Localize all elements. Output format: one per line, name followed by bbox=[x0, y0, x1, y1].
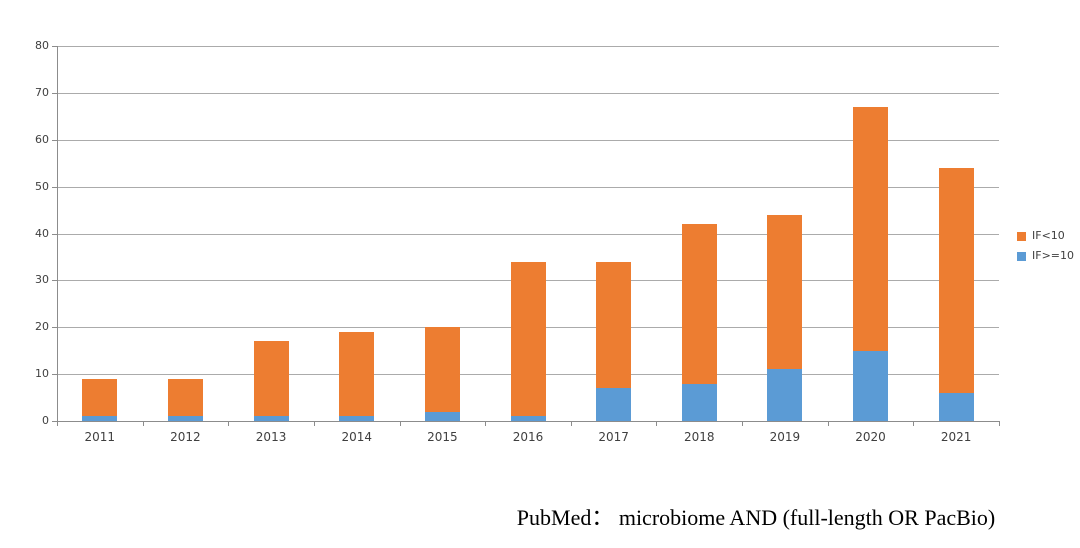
legend-label: IF<10 bbox=[1032, 229, 1065, 242]
x-axis-label: 2013 bbox=[255, 430, 287, 444]
x-axis-label: 2016 bbox=[512, 430, 544, 444]
bar-segment-if-lt-10 bbox=[253, 341, 289, 417]
bar-segment-if-lt-10 bbox=[424, 327, 460, 412]
y-axis-tick bbox=[52, 374, 57, 376]
y-axis-tick bbox=[52, 421, 57, 422]
legend-item: IF<10 bbox=[1017, 226, 1074, 246]
stacked-bar-chart: 0 10 20 30 40 50 60 70 80 2011 2012 2013 2014 2015 201… bbox=[35, 39, 1074, 444]
x-axis-tick bbox=[485, 421, 487, 426]
x-axis-label: 2020 bbox=[855, 430, 886, 444]
y-axis-tick bbox=[52, 186, 57, 188]
y-axis-label: 40 bbox=[35, 226, 49, 240]
x-axis-tick bbox=[742, 421, 744, 426]
bar-segment-if-ge-10 bbox=[167, 416, 203, 421]
x-axis-line bbox=[57, 421, 999, 422]
chart-caption: PubMed： microbiome AND (full-length OR P… bbox=[516, 505, 996, 530]
y-axis-tick bbox=[52, 139, 57, 141]
bar-segment-if-ge-10 bbox=[853, 350, 889, 421]
y-axis-label: 10 bbox=[35, 367, 49, 381]
y-axis-label: 70 bbox=[35, 85, 49, 99]
x-axis-tick bbox=[570, 421, 572, 426]
gridline bbox=[57, 186, 999, 188]
legend-item: IF>=10 bbox=[1017, 246, 1074, 266]
y-axis-tick bbox=[52, 46, 57, 47]
gridline bbox=[57, 92, 999, 94]
bar-segment-if-ge-10 bbox=[938, 392, 974, 421]
bar-segment-if-ge-10 bbox=[339, 416, 375, 421]
legend-swatch bbox=[1017, 231, 1026, 241]
x-axis-label: 2019 bbox=[769, 430, 801, 444]
x-axis-tick bbox=[57, 421, 58, 426]
bar-segment-if-lt-10 bbox=[681, 224, 717, 384]
bar-segment-if-ge-10 bbox=[767, 369, 803, 421]
bar-segment-if-lt-10 bbox=[767, 214, 803, 370]
x-axis-tick bbox=[999, 421, 1000, 426]
y-axis-tick bbox=[52, 327, 57, 329]
y-axis-line bbox=[57, 46, 58, 425]
y-axis-label: 30 bbox=[35, 273, 49, 287]
x-axis-tick bbox=[228, 421, 230, 426]
x-axis-label: 2014 bbox=[341, 430, 372, 444]
legend: IF<10 IF>=10 bbox=[1017, 226, 1074, 266]
y-axis-tick bbox=[52, 280, 57, 282]
bar-segment-if-ge-10 bbox=[596, 388, 632, 421]
x-axis-label: 2018 bbox=[683, 430, 715, 444]
x-axis-tick bbox=[399, 421, 401, 426]
y-axis-tick bbox=[52, 92, 57, 94]
x-axis-label: 2021 bbox=[940, 430, 972, 444]
bar-segment-if-ge-10 bbox=[253, 416, 289, 421]
x-axis-label: 2012 bbox=[170, 430, 201, 444]
bar-segment-if-lt-10 bbox=[853, 106, 889, 351]
x-axis-label: 2017 bbox=[598, 430, 629, 444]
bar-segment-if-lt-10 bbox=[82, 378, 118, 417]
y-axis-tick bbox=[52, 233, 57, 235]
y-axis-label: 60 bbox=[35, 132, 49, 146]
x-axis-tick bbox=[913, 421, 915, 426]
bar-segment-if-ge-10 bbox=[424, 411, 460, 421]
bar-segment-if-lt-10 bbox=[938, 167, 974, 393]
bar-segment-if-lt-10 bbox=[510, 261, 546, 417]
y-axis-label: 20 bbox=[35, 320, 49, 334]
x-axis-tick bbox=[656, 421, 658, 426]
x-axis-tick bbox=[313, 421, 315, 426]
legend-swatch bbox=[1017, 251, 1026, 261]
x-axis-label: 2011 bbox=[84, 430, 116, 444]
gridline bbox=[57, 233, 999, 235]
bar-segment-if-ge-10 bbox=[510, 416, 546, 421]
legend-label: IF>=10 bbox=[1032, 249, 1075, 262]
bar-segment-if-lt-10 bbox=[167, 378, 203, 417]
bar-segment-if-lt-10 bbox=[339, 331, 375, 417]
y-axis-label: 50 bbox=[35, 179, 49, 193]
bar-segment-if-lt-10 bbox=[596, 261, 632, 389]
gridline bbox=[57, 139, 999, 141]
y-axis-label: 0 bbox=[42, 414, 49, 427]
plot-area: 0 10 20 30 40 50 60 70 80 2011 2012 2013 2014 2015 201… bbox=[35, 39, 1000, 444]
bar-segment-if-ge-10 bbox=[681, 383, 717, 421]
x-axis-label: 2015 bbox=[427, 430, 458, 444]
bar-segment-if-ge-10 bbox=[82, 416, 118, 421]
gridline bbox=[57, 46, 999, 47]
x-axis-tick bbox=[827, 421, 829, 426]
x-axis-tick bbox=[142, 421, 144, 426]
y-axis-label: 80 bbox=[35, 39, 49, 52]
